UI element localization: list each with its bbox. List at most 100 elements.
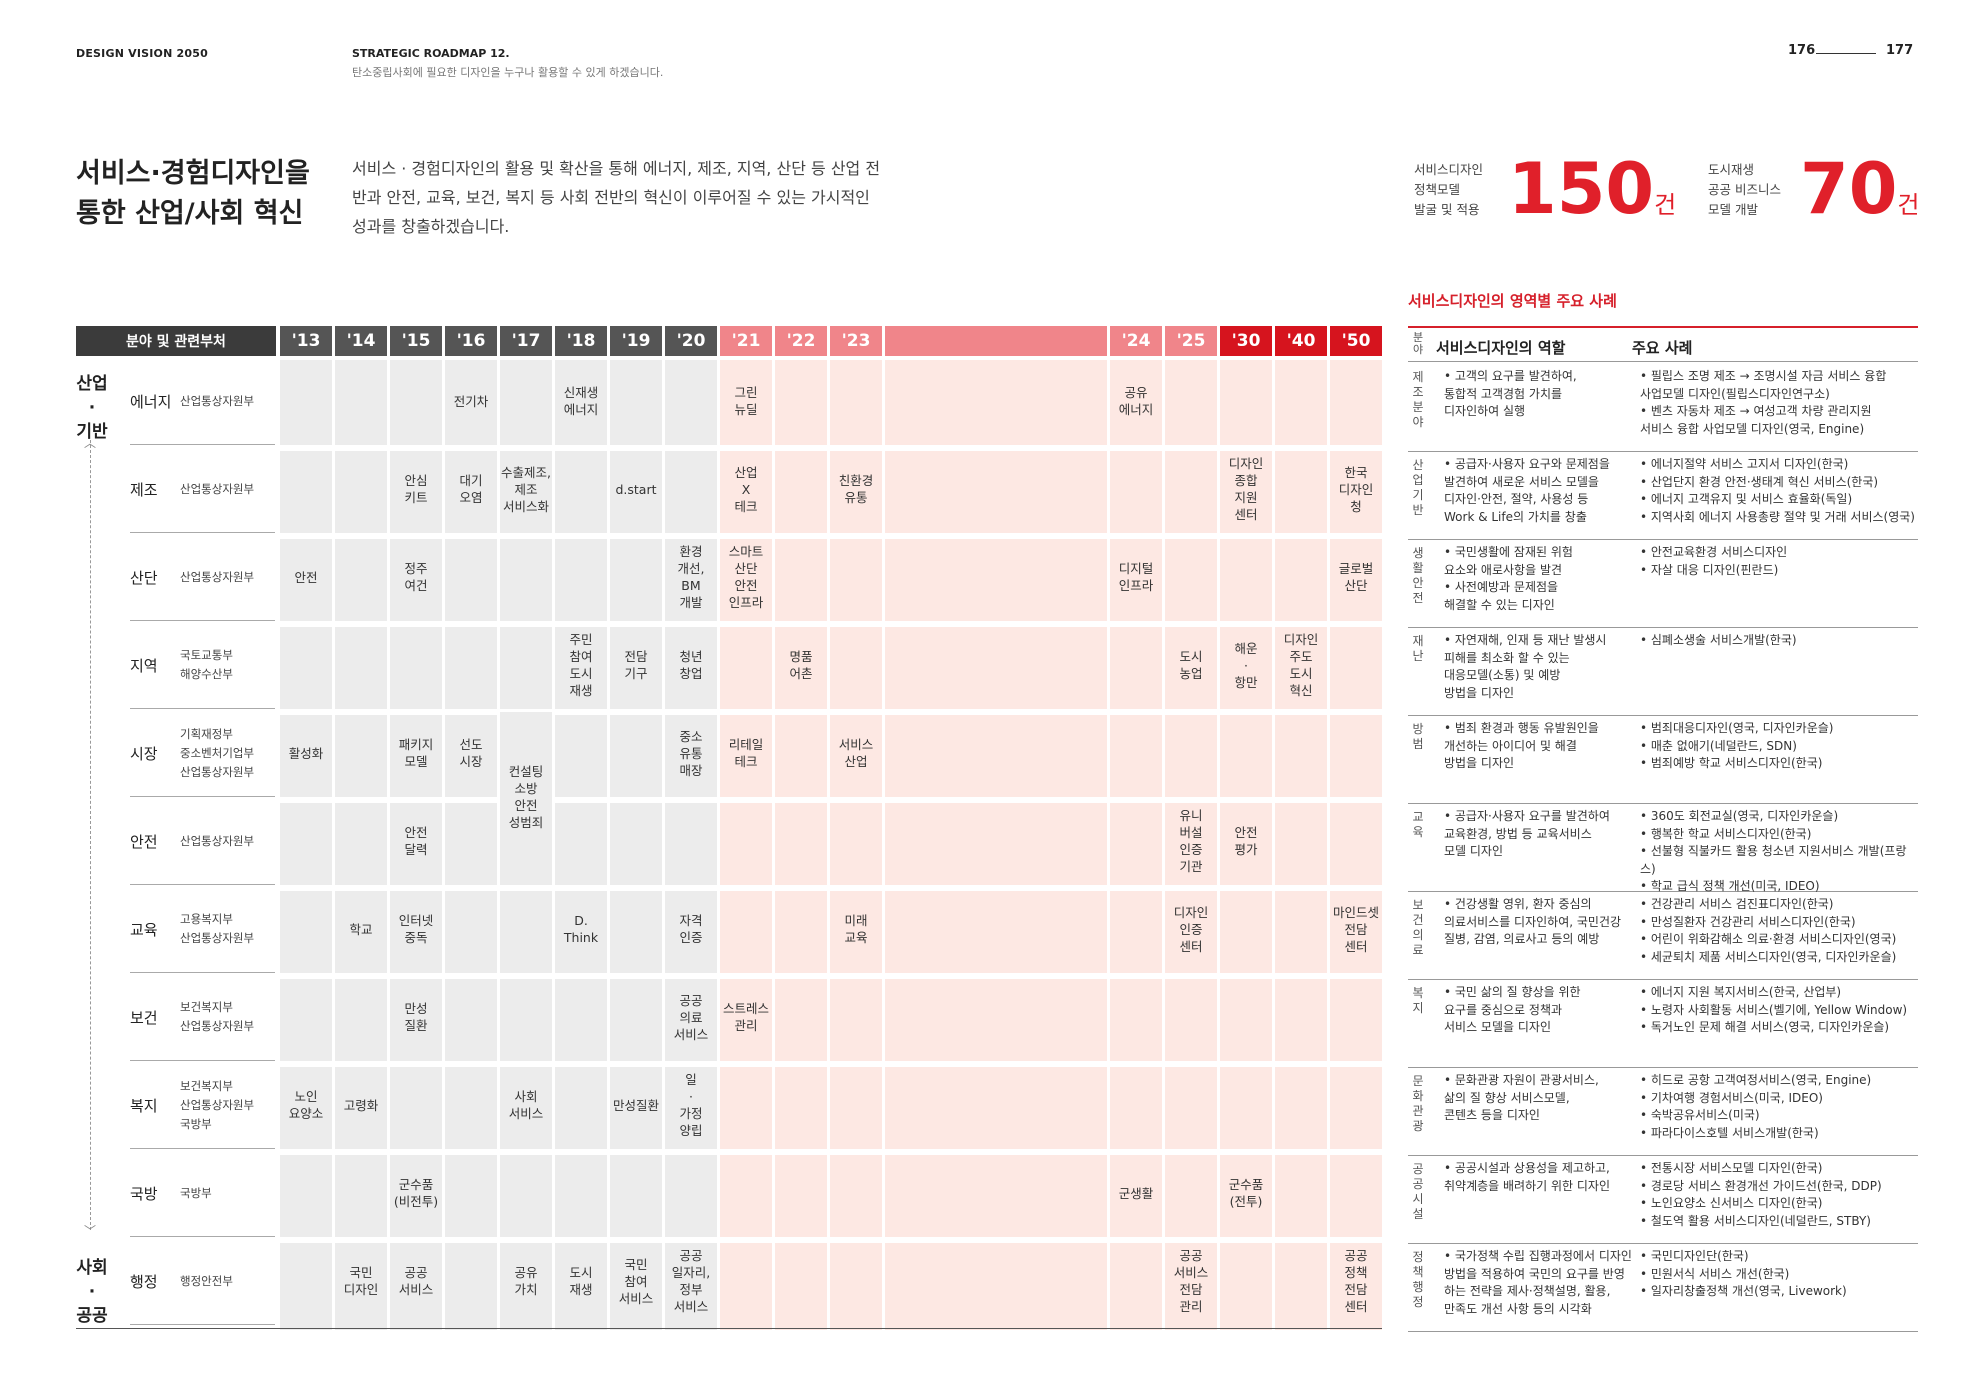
timeline-cell: 안전 달력 — [404, 825, 428, 857]
group-label-public: 사회 · 공공 — [76, 1258, 108, 1326]
timeline-cell: 전기차 — [453, 393, 489, 409]
case-role: • 문화관광 자원이 관광서비스, 삶의 질 향상 서비스모델, 콘텐츠 등을 … — [1444, 1073, 1599, 1122]
row-rule — [130, 444, 275, 445]
case-role: • 국민 삶의 질 향상을 위한 요구를 중심으로 정책과 서비스 모델을 디자… — [1444, 985, 1581, 1034]
row-name: 안전 — [130, 832, 158, 851]
year-column — [610, 360, 662, 1330]
year-column — [1110, 360, 1162, 1330]
timeline-cell: 마인드셋 전담 센터 — [1332, 904, 1379, 954]
case-role: • 공급자·사용자 요구를 발견하여 교육환경, 방법 등 교육서비스 모델 디… — [1444, 809, 1610, 858]
timeline-cell: 대기 오염 — [459, 473, 483, 505]
case-examples: • 범죄대응디자인(영국, 디자인카운슬) • 매춘 없애기(네덜란드, SDN… — [1640, 721, 1834, 770]
timeline-cell: 정주 여건 — [404, 561, 428, 593]
year-header: '19 — [610, 326, 662, 356]
row-name: 복지 — [130, 1096, 158, 1115]
timeline-cell: 산업 X 테크 — [734, 464, 758, 514]
timeline-cell: 스마트 산단 안전 인프라 — [728, 544, 764, 610]
roadmap-label: STRATEGIC ROADMAP 12. — [352, 47, 510, 60]
case-category: 교 육 — [1412, 810, 1424, 839]
brand-label: DESIGN VISION 2050 — [76, 47, 208, 60]
row-separator — [130, 621, 1382, 627]
timeline-cell: 일 · 가정 양립 — [679, 1072, 703, 1138]
case-row: 복 지 • 국민 삶의 질 향상을 위한 요구를 중심으로 정책과 서비스 모델을… — [1408, 980, 1918, 1068]
timeline-cell: 안전 평가 — [1234, 825, 1258, 857]
timeline-cell: 해운 · 항만 — [1234, 640, 1258, 690]
year-header: '13 — [280, 326, 332, 356]
timeline-cell: 디자인 주도 도시 혁신 — [1283, 632, 1319, 698]
timeline-cell: 만성 질환 — [404, 1001, 428, 1033]
timeline-cell: 학교 — [349, 921, 373, 937]
timeline-cell: 글로벌 산단 — [1338, 561, 1374, 593]
timeline-merged-cell: 컨설팅 소방 안전 성범죄 — [500, 712, 552, 882]
case-examples: • 필립스 조명 제조 → 조명시설 자금 서비스 융합 사업모델 디자인(필립… — [1640, 369, 1887, 436]
row-name: 제조 — [130, 480, 158, 499]
timeline-cell: 공공 서비스 전담 관리 — [1173, 1248, 1209, 1314]
year-header: '22 — [775, 326, 827, 356]
row-rule — [130, 1060, 275, 1061]
year-header: '16 — [445, 326, 497, 356]
year-column — [720, 360, 772, 1330]
arrow-up-icon: ︿ — [84, 436, 97, 450]
timeline-cell: 공공 의료 서비스 — [673, 992, 709, 1042]
case-category: 복 지 — [1412, 986, 1424, 1015]
row-dept: 보건복지부 산업통상자원부 — [180, 1000, 255, 1033]
case-row: 생 활 안 전 • 국민생활에 잠재된 위험 요소와 애로사항을 발견 • 사전예… — [1408, 540, 1918, 628]
row-separator — [130, 885, 1382, 891]
row-rule — [130, 1148, 275, 1149]
row-dept: 보건복지부 산업통상자원부 국방부 — [180, 1078, 255, 1131]
timeline-cell: 인터넷 중독 — [398, 913, 434, 945]
arrow-down-icon: ﹀ — [84, 1224, 97, 1238]
case-role: • 범죄 환경과 행동 유발원인을 개선하는 아이디어 및 해결 방법을 디자인 — [1444, 721, 1599, 770]
timeline-cell: 만성질환 — [612, 1097, 659, 1113]
year-header: '21 — [720, 326, 772, 356]
year-column — [1330, 360, 1382, 1330]
timeline-cell: 공공 일자리, 정부 서비스 — [671, 1248, 711, 1314]
case-row: 제 조 분 야 • 고객의 요구를 발견하여, 통합적 고객경험 가치를 디자인하… — [1408, 364, 1918, 452]
case-row: 문 화 관 광 • 문화관광 자원이 관광서비스, 삶의 질 향상 서비스모델, … — [1408, 1068, 1918, 1156]
row-rule — [130, 620, 275, 621]
timeline-cell: 그린 뉴딜 — [734, 385, 758, 417]
year-column — [1275, 360, 1327, 1330]
row-rule — [130, 884, 275, 885]
case-category: 문 화 관 광 — [1412, 1074, 1424, 1133]
timeline-cell: 유니 버설 인증 기관 — [1179, 808, 1203, 874]
timeline-cell: 수출제조, 제조 서비스화 — [501, 464, 551, 514]
case-examples: • 국민디자인단(한국) • 민원서식 서비스 개선(한국) • 일자리창출정책… — [1640, 1249, 1847, 1298]
header-role: 서비스디자인의 역할 — [1436, 339, 1566, 357]
row-rule — [130, 532, 275, 533]
field-header: 분야 및 관련부처 — [76, 326, 276, 356]
year-header: '17 — [500, 326, 552, 356]
case-role: • 고객의 요구를 발견하여, 통합적 고객경험 가치를 디자인하여 실행 — [1444, 369, 1577, 418]
case-role: • 자연재해, 인재 등 재난 발생시 피해를 최소화 할 수 있는 대응모델(… — [1444, 633, 1607, 700]
case-row: 보 건 의 료 • 건강생활 영위, 환자 중심의 의료서비스를 디자인하여, 국… — [1408, 892, 1918, 980]
row-name: 지역 — [130, 656, 158, 675]
timeline-cell: 고령화 — [343, 1097, 379, 1113]
timeline-cell: 사회 서비스 — [508, 1089, 544, 1121]
header-cat: 분야 — [1412, 331, 1424, 356]
right-table-title: 서비스디자인의 영역별 주요 사례 — [1408, 292, 1617, 310]
row-separator — [130, 533, 1382, 539]
timeline-cell: 서비스 산업 — [838, 737, 874, 769]
year-header: '20 — [665, 326, 717, 356]
case-category: 보 건 의 료 — [1412, 898, 1424, 957]
year-column — [280, 360, 332, 1330]
case-examples: • 건강관리 서비스 검진표디자인(한국) • 만성질환자 건강관리 서비스디자… — [1640, 897, 1897, 964]
timeline-cell: 주민 참여 도시 재생 — [569, 632, 593, 698]
case-examples: • 히드로 공항 고객여정서비스(영국, Engine) • 기차여행 경험서비… — [1640, 1073, 1872, 1140]
row-rule — [130, 708, 275, 709]
row-name: 에너지 — [130, 392, 172, 411]
year-header: '24 — [1110, 326, 1162, 356]
group-label-industry: 산업 · 기반 — [76, 374, 108, 442]
case-examples: • 심폐소생술 서비스개발(한국) — [1640, 633, 1797, 647]
year-column — [445, 360, 497, 1330]
timeline-cell: 국민 디자인 — [343, 1265, 379, 1297]
timeline-cell: 미래 교육 — [844, 913, 868, 945]
year-header: '23 — [830, 326, 882, 356]
row-name: 산단 — [130, 568, 158, 587]
row-dept: 기획재정부 중소벤처기업부 산업통상자원부 — [180, 726, 255, 779]
group-axis-line — [90, 440, 91, 1230]
case-examples: • 에너지 지원 복지서비스(한국, 산업부) • 노령자 사회활동 서비스(벨… — [1640, 985, 1908, 1034]
row-separator — [130, 445, 1382, 451]
case-examples: • 안전교육환경 서비스디자인 • 자살 대응 디자인(핀란드) — [1640, 545, 1788, 577]
page-title: 서비스·경험디자인을 통한 산업/사회 혁신 — [76, 158, 310, 229]
